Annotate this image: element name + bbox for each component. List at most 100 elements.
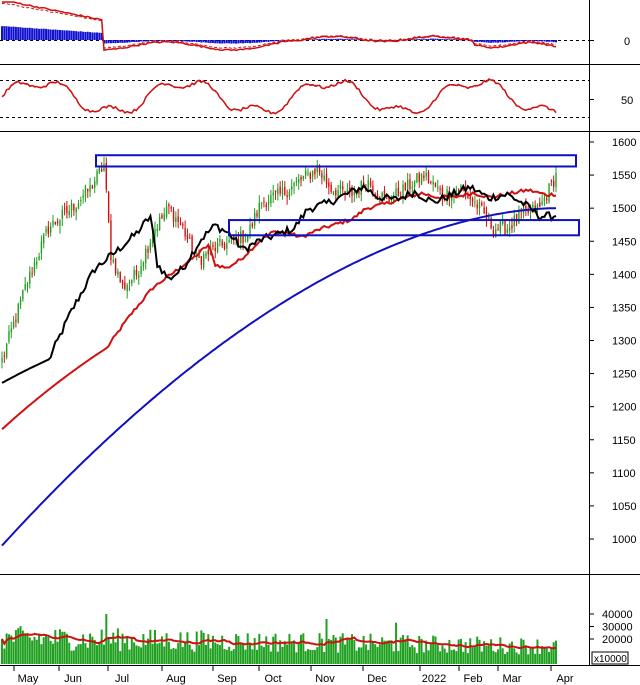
candle-body xyxy=(402,184,404,198)
macd-bar xyxy=(12,26,15,40)
volume-bar xyxy=(65,633,68,664)
macd-bar xyxy=(172,40,175,41)
macd-bar xyxy=(45,28,48,40)
candle-body xyxy=(98,167,101,174)
candle-body xyxy=(425,172,427,177)
macd-bar xyxy=(19,27,22,40)
volume-bar xyxy=(235,634,238,664)
candle-body xyxy=(397,187,400,196)
volume-bar xyxy=(501,648,504,664)
macd-bar xyxy=(422,39,425,40)
volume-bar xyxy=(388,640,391,664)
macd-bar xyxy=(536,40,539,42)
candle-body xyxy=(94,181,96,188)
macd-bar xyxy=(313,39,316,41)
candle-body xyxy=(471,198,474,202)
candle-body xyxy=(328,182,330,187)
price-tick-label: 1050 xyxy=(612,501,636,513)
volume-bar xyxy=(140,647,143,664)
volume-bar xyxy=(223,649,226,664)
volume-bar xyxy=(520,638,523,664)
volume-bar xyxy=(420,638,423,664)
volume-bar xyxy=(126,636,129,664)
candle-body xyxy=(330,184,332,193)
volume-bar xyxy=(3,648,6,664)
volume-bar xyxy=(86,647,89,664)
candle-body xyxy=(460,185,462,190)
macd-bar xyxy=(552,40,555,43)
candle-body xyxy=(258,202,260,218)
candle-body xyxy=(288,191,291,197)
volume-bar xyxy=(524,645,527,664)
volume-bar xyxy=(448,639,451,664)
candle-body xyxy=(56,222,59,224)
volume-bar xyxy=(40,644,43,664)
macd-bar xyxy=(204,40,207,43)
macd-bar xyxy=(255,40,258,43)
candle-body xyxy=(251,223,254,227)
macd-bar xyxy=(455,39,458,41)
macd-bar xyxy=(109,40,112,44)
macd-bar xyxy=(216,40,219,44)
candle-body xyxy=(349,187,351,191)
candle-body xyxy=(311,170,314,177)
candle-body xyxy=(200,256,203,265)
macd-bar xyxy=(149,40,152,41)
volume-bar xyxy=(72,650,75,664)
macd-bar xyxy=(487,40,490,43)
candle-body xyxy=(284,186,286,195)
candle-body xyxy=(367,180,369,192)
volume-bar xyxy=(408,646,411,664)
candle-body xyxy=(270,195,272,204)
volume-bar xyxy=(473,645,476,664)
volume-bar xyxy=(274,633,277,664)
candle-body xyxy=(455,190,458,193)
volume-bar xyxy=(54,629,57,664)
macd-bar xyxy=(179,40,182,41)
candle-body xyxy=(154,229,156,235)
candle-body xyxy=(228,240,230,243)
macd-bar xyxy=(126,40,129,43)
macd-bar xyxy=(497,40,500,43)
candle-body xyxy=(432,181,434,185)
candle-body xyxy=(543,197,546,202)
candle-body xyxy=(450,197,453,201)
candle-body xyxy=(91,185,94,189)
volume-bar xyxy=(462,651,465,664)
volume-bar xyxy=(510,641,513,664)
candle-body xyxy=(441,187,444,199)
volume-bar xyxy=(147,638,150,664)
volume-bar xyxy=(255,649,258,664)
candle-body xyxy=(369,181,372,186)
candle-body xyxy=(351,189,353,196)
volume-average-line xyxy=(1,632,557,650)
volume-bar xyxy=(137,646,140,664)
candle-body xyxy=(286,195,288,198)
macd-bar xyxy=(499,40,502,43)
volume-bar xyxy=(198,645,201,664)
candle-body xyxy=(291,186,293,190)
volume-bar xyxy=(406,635,409,664)
macd-bar xyxy=(429,38,432,40)
volume-bar xyxy=(555,640,557,664)
macd-bar xyxy=(17,27,20,40)
macd-bar xyxy=(191,40,194,42)
volume-bar xyxy=(31,640,34,664)
candle-body xyxy=(54,221,57,225)
candle-body xyxy=(202,254,205,268)
volume-bar xyxy=(75,646,78,664)
macd-bar xyxy=(457,39,460,40)
volume-bar xyxy=(459,638,462,664)
volume-bar xyxy=(249,644,252,664)
macd-histogram xyxy=(1,26,557,44)
macd-bar xyxy=(334,38,337,40)
macd-bar xyxy=(84,31,87,40)
volume-bar xyxy=(313,649,316,664)
candle-body xyxy=(318,166,321,173)
macd-bar xyxy=(251,40,254,43)
macd-bar xyxy=(174,40,177,41)
volume-bar xyxy=(453,649,456,664)
volume-bar xyxy=(353,640,356,664)
candle-body xyxy=(279,186,281,194)
